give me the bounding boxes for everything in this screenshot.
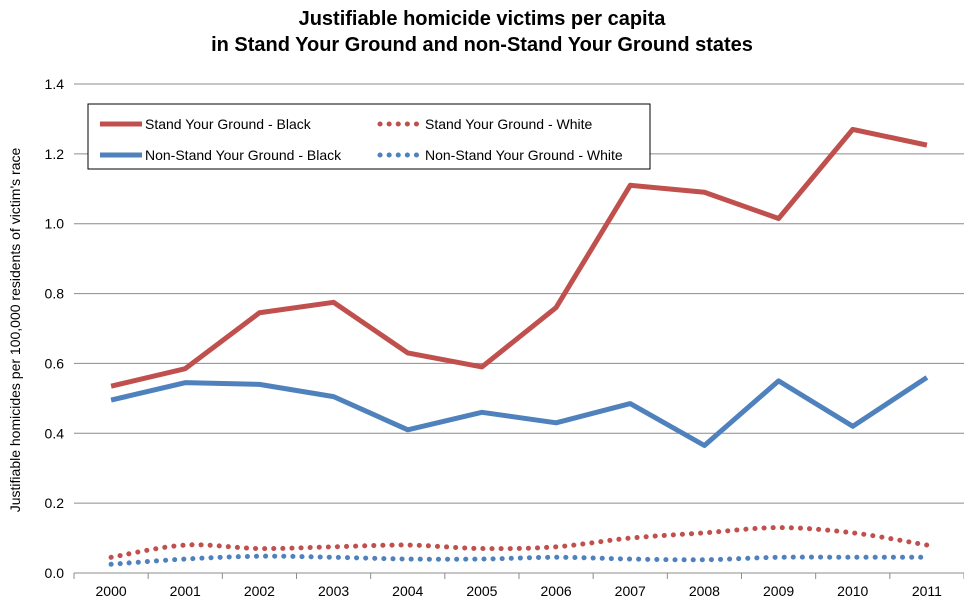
chart-title-line-2: in Stand Your Ground and non-Stand Your … [211, 34, 753, 56]
x-tick-label: 2002 [244, 583, 275, 599]
x-tick-label: 2003 [318, 583, 349, 599]
y-tick-label: 0.8 [45, 286, 65, 302]
axes: 0.0 0.2 0.4 0.6 0.8 1.0 1.2 1.4 2000 2001 2002 2003… [45, 76, 964, 599]
x-tick-label: 2011 [912, 583, 942, 599]
chart-title: Justifiable homicide victims per capita … [0, 6, 964, 58]
x-tick-label: 2007 [615, 583, 646, 599]
legend-label: Non-Stand Your Ground - Black [145, 147, 342, 163]
series-line-4 [108, 553, 930, 567]
x-tick-label: 2008 [689, 583, 720, 599]
x-tick-label: 2010 [837, 583, 868, 599]
legend: Stand Your Ground - Black Stand Your Grou… [87, 103, 651, 170]
y-tick-label: 0.4 [45, 425, 65, 441]
y-tick-label: 1.4 [45, 76, 65, 92]
x-tick-label: 2006 [541, 583, 572, 599]
x-tick-label: 2001 [170, 583, 201, 599]
legend-box [87, 103, 651, 170]
x-tick-label: 2005 [466, 583, 497, 599]
x-tick-label: 2009 [763, 583, 794, 599]
legend-label: Non-Stand Your Ground - White [425, 147, 623, 163]
series-line-3 [110, 375, 929, 449]
y-tick-label: 0.0 [45, 565, 65, 581]
y-tick-label: 0.6 [45, 355, 65, 371]
series-line-1 [110, 126, 928, 389]
legend-label: Stand Your Ground - White [425, 116, 593, 132]
series-lines [108, 126, 930, 567]
y-tick-label: 1.0 [45, 216, 65, 232]
chart-title-line-1: Justifiable homicide victims per capita [298, 8, 666, 30]
x-tick-label: 2000 [96, 583, 127, 599]
y-axis-label: Justifiable homicides per 100,000 reside… [7, 148, 23, 513]
y-tick-label: 0.2 [45, 495, 65, 511]
x-tick-label: 2004 [392, 583, 423, 599]
y-tick-label: 1.2 [45, 146, 65, 162]
legend-label: Stand Your Ground - Black [145, 116, 312, 132]
series-line-2 [108, 525, 930, 560]
